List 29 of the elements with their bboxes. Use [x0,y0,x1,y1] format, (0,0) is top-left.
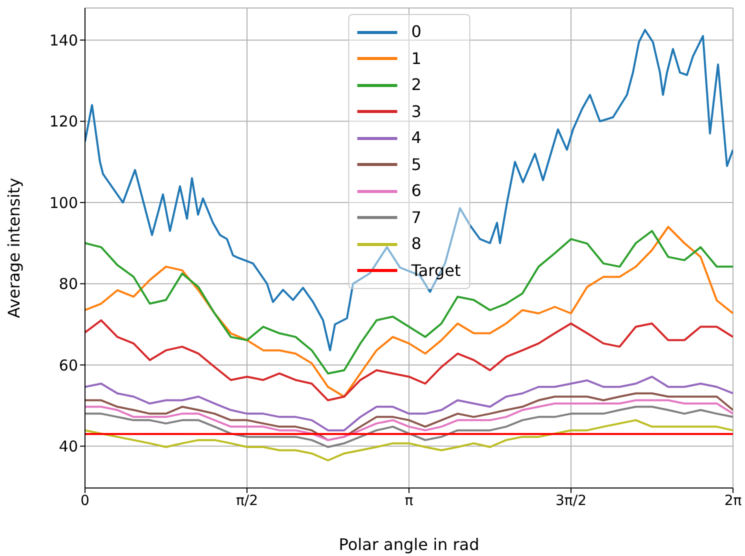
x-tick-label: π/2 [236,492,258,509]
y-tick-label: 40 [58,438,78,456]
line-series [85,226,733,398]
legend-label: 8 [411,233,422,255]
y-tick-label: 120 [49,112,78,131]
line-series [85,319,733,402]
x-tick-label: π [404,492,414,509]
y-axis-title: Average intensity [4,178,24,318]
line-series [85,376,733,432]
x-tick-label: 0 [80,492,90,509]
y-tick-label: 60 [58,356,78,374]
x-tick-label: 2π [724,492,742,509]
legend-label: 2 [411,74,422,96]
y-tick-label: 140 [49,31,78,50]
line-series [85,230,733,374]
legend-label: 6 [411,180,422,202]
y-tick-label: 100 [49,194,78,212]
x-axis-title: Polar angle in rad [338,535,480,554]
line-series [85,419,733,462]
legend-label: 1 [411,48,422,70]
line-series [85,406,733,448]
legend-label: 3 [411,100,422,122]
legend-label: 5 [411,154,422,176]
legend-label: Target [411,260,461,282]
legend-label: 4 [411,127,422,149]
legend-label: 0 [411,21,422,43]
y-tick-label: 80 [58,275,78,294]
legend-label: 7 [411,206,422,228]
x-tick-label: 3π/2 [556,492,586,509]
